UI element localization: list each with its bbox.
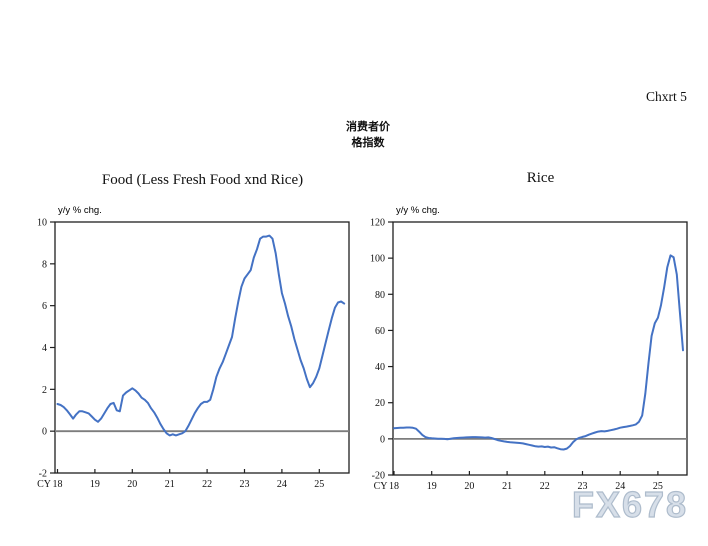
x-axis-prefix: CY xyxy=(37,479,51,490)
y-tick-label: 120 xyxy=(370,218,385,229)
rice-chart-title: Rice xyxy=(526,170,555,186)
data-line xyxy=(393,254,684,451)
x-tick-label: 20 xyxy=(127,479,137,490)
rice-chart-y-axis-label: y/y % chg. xyxy=(396,205,440,216)
x-tick-label: 22 xyxy=(540,481,550,492)
x-tick-label: 22 xyxy=(202,479,212,490)
y-tick-label: 20 xyxy=(375,398,385,409)
x-tick-label: 23 xyxy=(240,479,250,490)
food-chart-y-axis-label: y/y % chg. xyxy=(58,205,102,216)
x-tick-label: 21 xyxy=(502,481,512,492)
x-tick-label: 20 xyxy=(464,481,474,492)
y-tick-label: 2 xyxy=(42,385,47,396)
y-tick-label: 0 xyxy=(380,434,385,445)
plot-border xyxy=(392,221,688,476)
x-tick-label: 23 xyxy=(578,481,588,492)
watermark: FX678 xyxy=(571,483,689,525)
page-header-line2: 格指数 xyxy=(351,137,385,149)
y-tick-label: 6 xyxy=(42,301,47,312)
y-tick-label: -2 xyxy=(39,469,47,480)
y-tick-label: 80 xyxy=(375,290,385,301)
chart-number-label: Chxrt 5 xyxy=(646,89,687,104)
rice-chart: 120 100 80 60 40 20 0 -20 18 19 20 21 22 23 24 25 CY xyxy=(370,218,688,492)
x-tick-label: 25 xyxy=(314,479,324,490)
page-header-line1: 消费者价 xyxy=(346,121,390,133)
data-line xyxy=(56,234,346,437)
x-tick-label: 21 xyxy=(165,479,175,490)
y-tick-label: 4 xyxy=(42,343,47,354)
y-tick-label: 100 xyxy=(370,254,385,265)
y-tick-label: 0 xyxy=(42,427,47,438)
y-tick-label: 60 xyxy=(375,326,385,337)
x-tick-label: 25 xyxy=(653,481,663,492)
x-axis-prefix: CY xyxy=(374,481,388,492)
x-tick-label: 24 xyxy=(277,479,287,490)
y-tick-label: -20 xyxy=(372,471,385,482)
x-tick-label: 18 xyxy=(53,479,63,490)
y-tick-label: 40 xyxy=(375,362,385,373)
x-tick-label: 18 xyxy=(389,481,399,492)
y-tick-label: 8 xyxy=(42,259,47,270)
x-tick-label: 24 xyxy=(615,481,625,492)
x-tick-label: 19 xyxy=(90,479,100,490)
plot-border xyxy=(54,221,350,474)
y-tick-label: 10 xyxy=(37,218,47,229)
page-header: 消费者价 格指数 xyxy=(306,119,430,151)
food-chart-title: Food (Less Fresh Food xnd Rice) xyxy=(101,172,304,188)
x-tick-label: 19 xyxy=(427,481,437,492)
